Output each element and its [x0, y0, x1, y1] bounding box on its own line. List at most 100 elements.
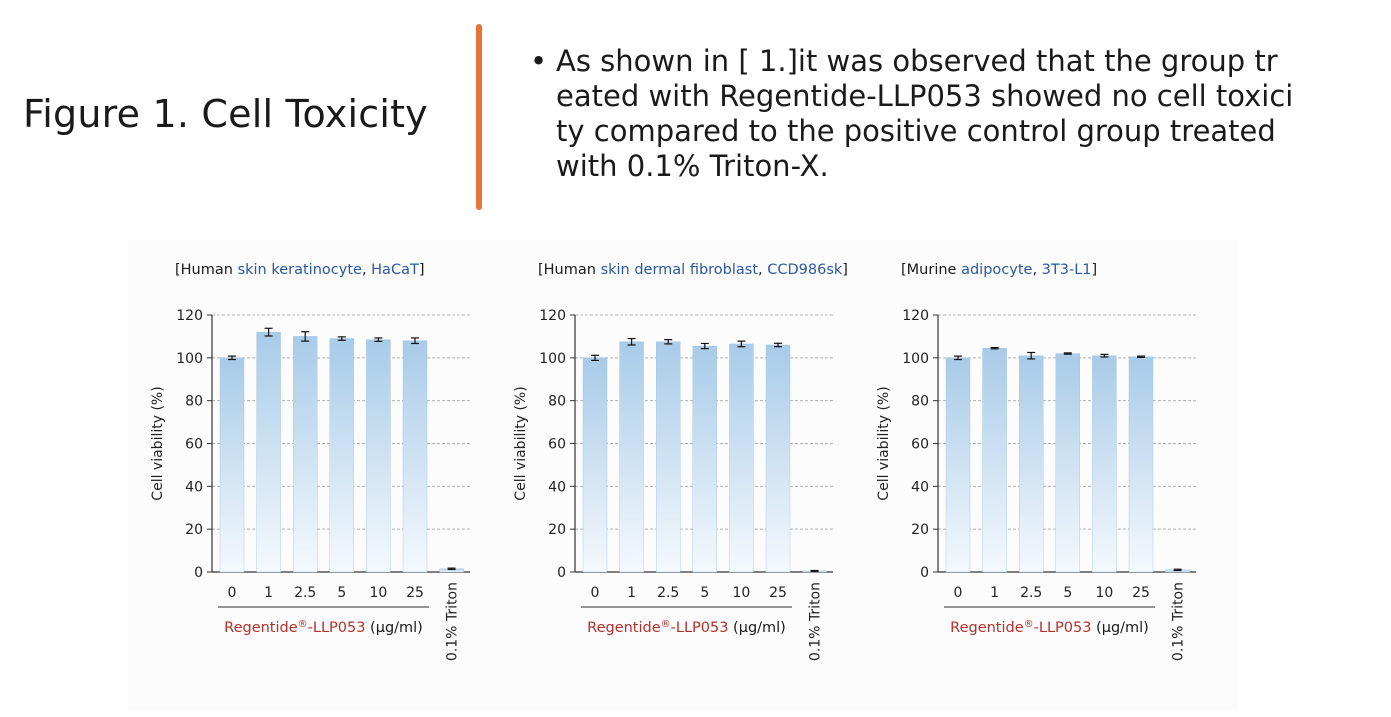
bar: [982, 347, 1007, 573]
bar: [1018, 355, 1044, 573]
y-tick-label: 100: [176, 351, 203, 367]
x-axis-label-superscript: ®: [661, 619, 671, 630]
x-axis-label-part: (μg/ml): [728, 620, 785, 636]
bullet-paragraph: • As shown in [ 1.]it was observed that …: [530, 44, 1350, 184]
y-tick-label: 20: [548, 522, 566, 538]
x-axis-label-part: Regentide: [587, 620, 661, 636]
x-tick-label: 0.1% Triton: [445, 582, 461, 661]
bar: [619, 341, 644, 573]
x-tick-label: 10: [732, 585, 750, 601]
y-tick-label: 20: [185, 522, 203, 538]
chart-title-part: skin keratinocyte: [238, 262, 362, 278]
x-axis-label-superscript: ®: [1024, 619, 1034, 630]
x-tick-label: 0: [954, 585, 963, 601]
x-tick-label: 0: [591, 585, 600, 601]
bullet-line: with 0.1% Triton-X.: [556, 149, 829, 183]
bar: [1092, 355, 1117, 573]
x-axis-label-part: (μg/ml): [1091, 620, 1148, 636]
x-tick-label: 1: [990, 585, 999, 601]
x-axis-label-part: -LLP053: [1034, 620, 1092, 636]
y-tick-label: 120: [902, 308, 929, 324]
y-tick-label: 20: [911, 522, 929, 538]
chart-title: [Murine adipocyte, 3T3-L1]: [901, 262, 1097, 278]
x-tick-label: 1: [627, 585, 636, 601]
x-tick-label: 0.1% Triton: [1171, 582, 1187, 661]
y-tick-label: 100: [539, 351, 566, 367]
y-tick-label: 80: [548, 394, 566, 410]
x-axis-label-superscript: ®: [298, 619, 308, 630]
bar: [655, 341, 681, 573]
y-tick-label: 100: [902, 351, 929, 367]
x-axis-label: Regentide®-LLP053 (μg/ml): [950, 619, 1149, 637]
y-tick-label: 80: [185, 394, 203, 410]
y-tick-label: 0: [920, 565, 929, 581]
x-tick-label: 2.5: [294, 585, 316, 601]
x-tick-label: 10: [1095, 585, 1113, 601]
y-tick-label: 120: [176, 308, 203, 324]
x-axis-label-part: Regentide: [224, 620, 298, 636]
y-tick-label: 60: [911, 437, 929, 453]
chart-ccd986sk: [Human skin dermal fibroblast, CCD986sk]…: [513, 262, 848, 661]
x-tick-label: 5: [1063, 585, 1072, 601]
y-tick-label: 0: [194, 565, 203, 581]
y-tick-label: 40: [548, 479, 566, 495]
chart-title-part: ]: [1092, 262, 1098, 278]
y-tick-label: 120: [539, 308, 566, 324]
y-axis-label: Cell viability (%): [513, 386, 529, 500]
chart-title-part: CCD986sk: [767, 262, 843, 278]
bar: [729, 343, 754, 573]
bar: [219, 357, 245, 573]
chart-title-part: ]: [419, 262, 425, 278]
chart-title-part: adipocyte: [961, 262, 1032, 278]
y-tick-label: 40: [911, 479, 929, 495]
chart-title: [Human skin dermal fibroblast, CCD986sk]: [538, 262, 848, 278]
y-tick-label: 0: [557, 565, 566, 581]
bullet-line: ty compared to the positive control grou…: [556, 114, 1276, 148]
bullet-line: eated with Regentide-LLP053 showed no ce…: [556, 79, 1294, 113]
x-axis-label-part: -LLP053: [671, 620, 729, 636]
x-tick-label: 5: [337, 585, 346, 601]
x-axis-label-part: -LLP053: [308, 620, 366, 636]
x-tick-label: 5: [700, 585, 709, 601]
bar: [256, 331, 281, 573]
chart-title-part: ,: [758, 262, 767, 278]
x-tick-label: 25: [406, 585, 424, 601]
chart-3t3-l1: [Murine adipocyte, 3T3-L1]02040608010012…: [876, 262, 1196, 661]
x-tick-label: 0: [228, 585, 237, 601]
chart-title-part: skin dermal fibroblast: [601, 262, 759, 278]
chart-title-part: ]: [842, 262, 848, 278]
bar: [1055, 353, 1081, 573]
slide-title: Figure 1. Cell Toxicity: [23, 92, 428, 136]
x-axis-label: Regentide®-LLP053 (μg/ml): [587, 619, 786, 637]
chart-title-part: ,: [1032, 262, 1041, 278]
y-tick-label: 40: [185, 479, 203, 495]
bar: [765, 344, 791, 573]
x-tick-label: 2.5: [657, 585, 679, 601]
bar: [402, 340, 428, 573]
bar: [945, 357, 971, 573]
chart-title-part: ,: [362, 262, 371, 278]
bar: [1128, 356, 1154, 573]
bullet-dot: •: [530, 44, 548, 78]
orange-divider: [476, 24, 482, 210]
x-tick-label: 10: [369, 585, 387, 601]
chart-title: [Human skin keratinocyte, HaCaT]: [175, 262, 424, 278]
chart-title-part: 3T3-L1: [1042, 262, 1092, 278]
y-tick-label: 60: [548, 437, 566, 453]
bar: [692, 345, 718, 573]
bar: [582, 357, 608, 573]
x-axis-label-part: Regentide: [950, 620, 1024, 636]
x-tick-label: 0.1% Triton: [808, 582, 824, 661]
x-axis-label: Regentide®-LLP053 (μg/ml): [224, 619, 423, 637]
x-tick-label: 25: [1132, 585, 1150, 601]
chart-title-part: HaCaT: [371, 262, 419, 278]
bullet-line: As shown in [ 1.]it was observed that th…: [556, 44, 1278, 78]
x-axis-label-part: (μg/ml): [365, 620, 422, 636]
y-axis-label: Cell viability (%): [876, 386, 892, 500]
x-tick-label: 2.5: [1020, 585, 1042, 601]
bar: [366, 339, 391, 573]
x-tick-label: 1: [264, 585, 273, 601]
y-axis-label: Cell viability (%): [150, 386, 166, 500]
chart-title-part: [Human: [175, 262, 238, 278]
y-tick-label: 80: [911, 394, 929, 410]
